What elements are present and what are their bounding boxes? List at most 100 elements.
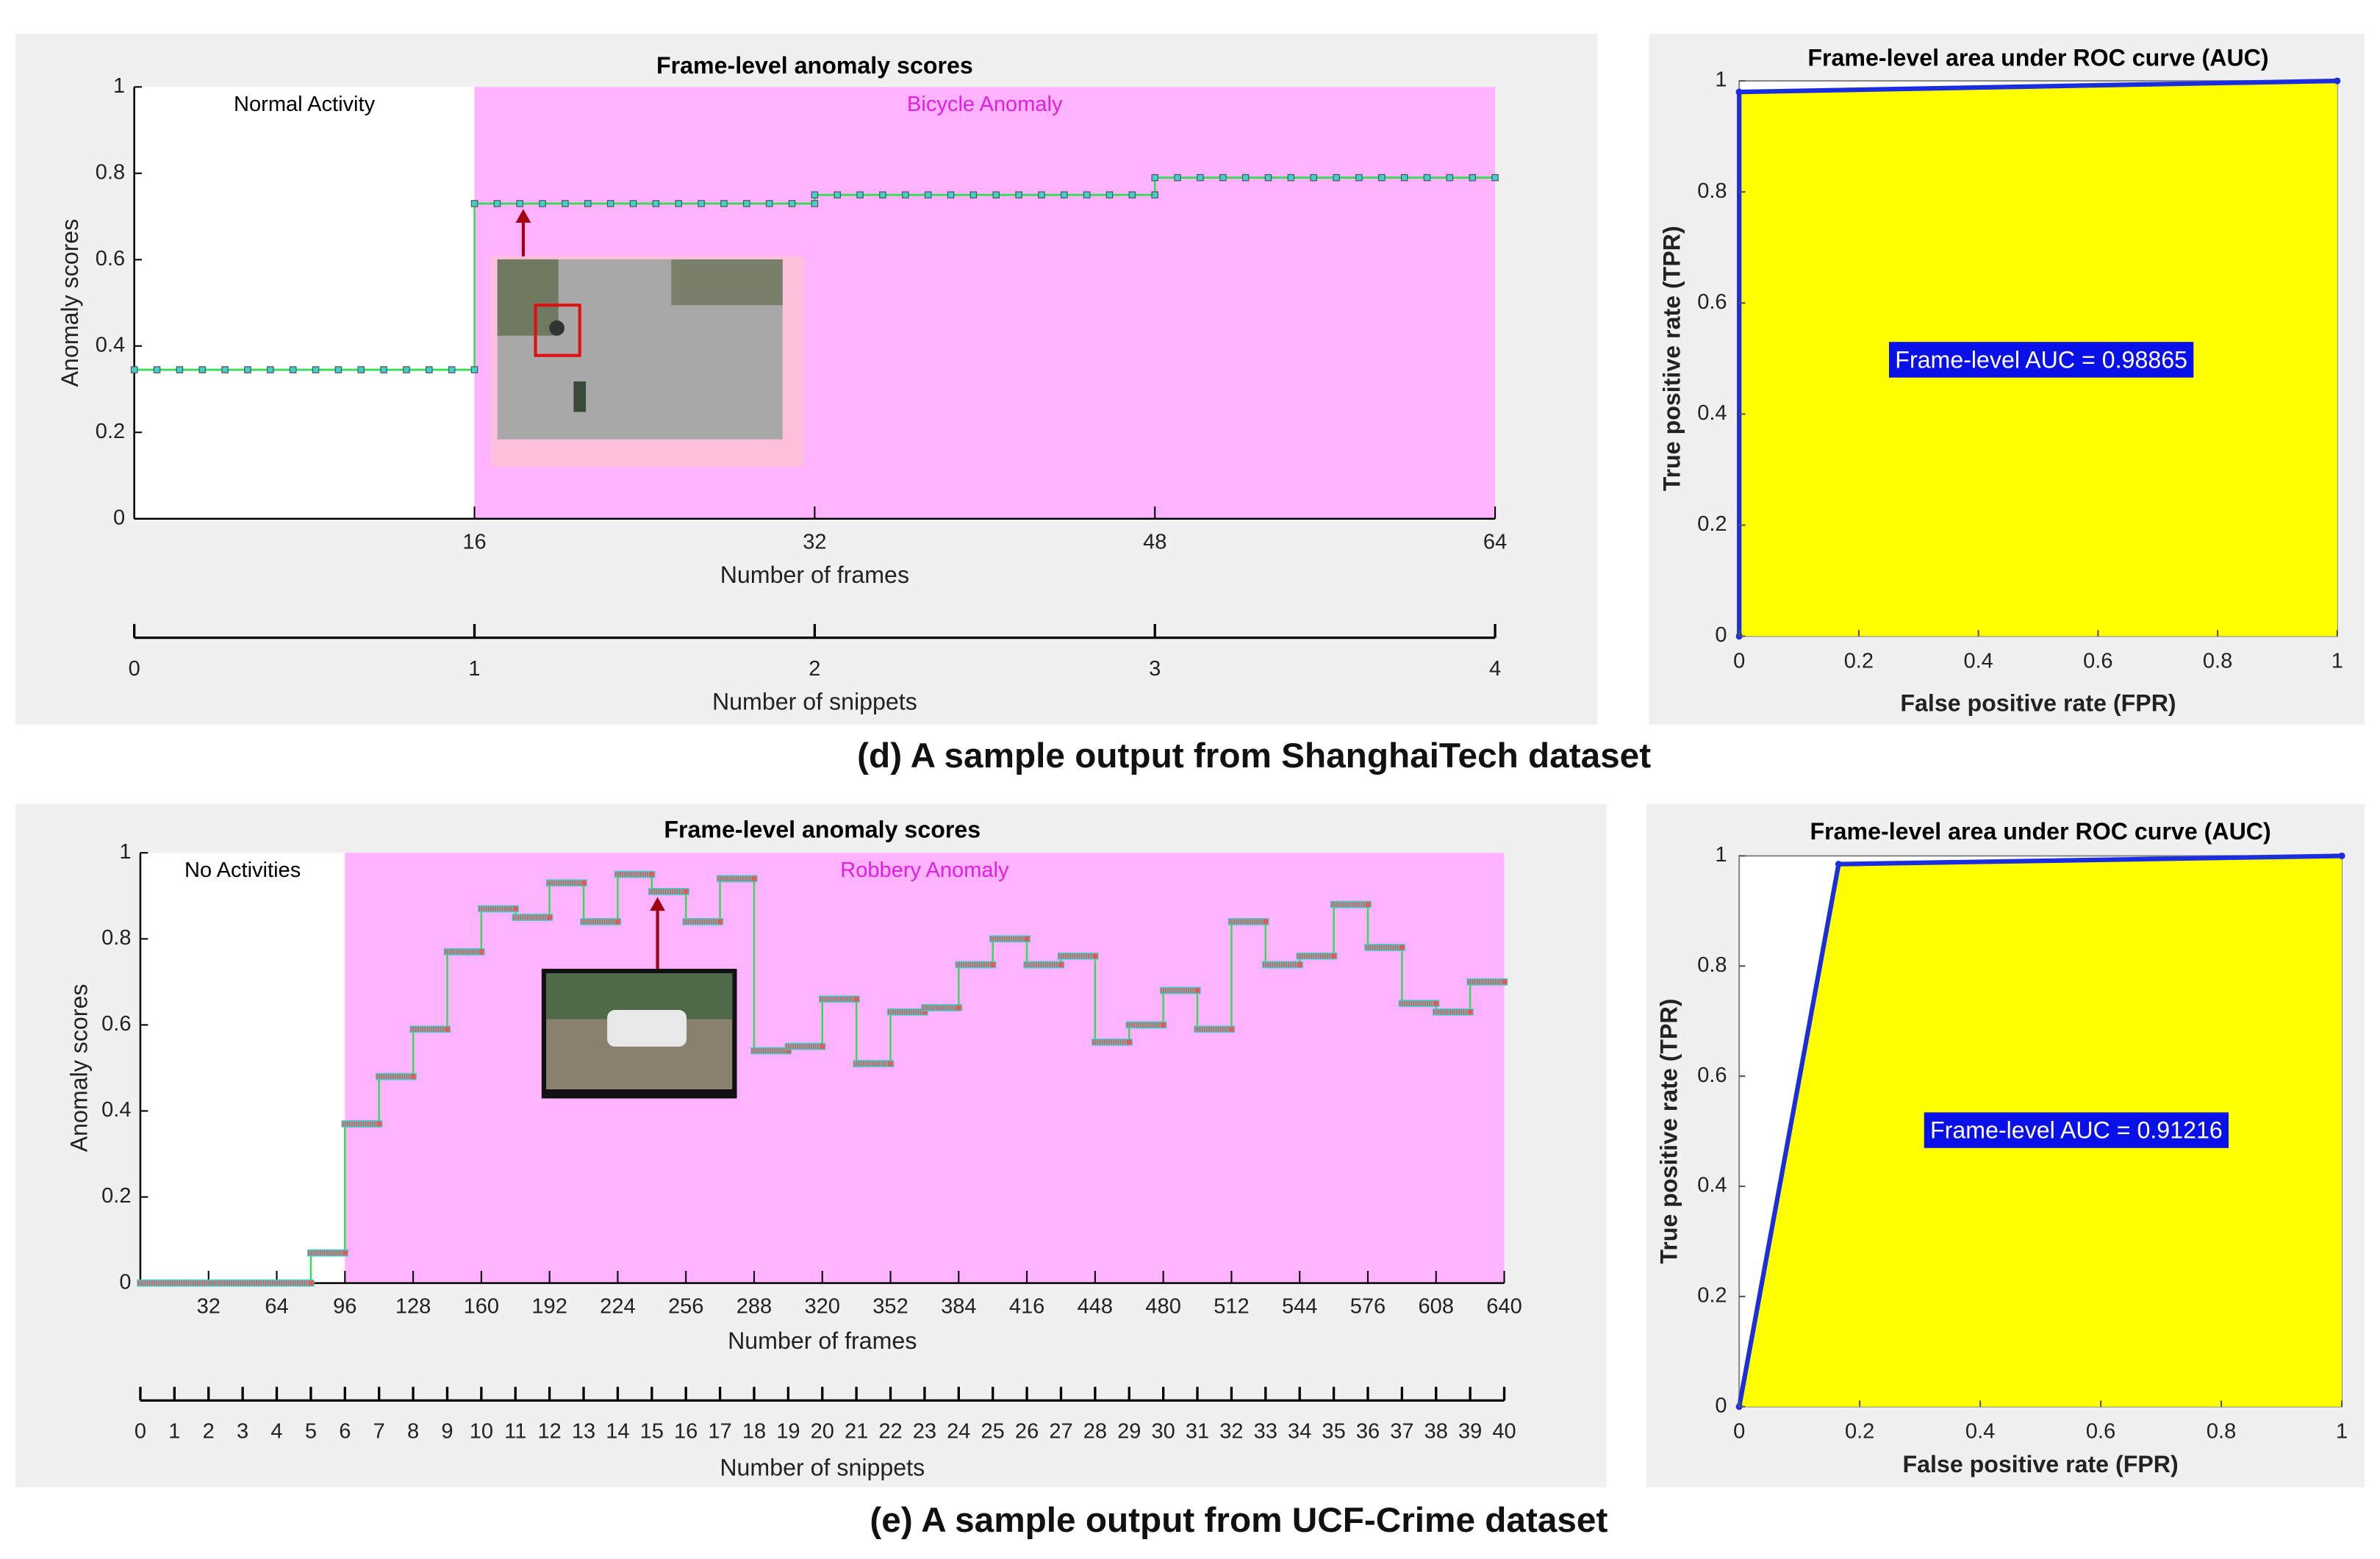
snippet-tick-label: 13: [572, 1420, 595, 1444]
score-marker: [1015, 191, 1022, 198]
score-marker: [448, 366, 456, 373]
score-marker: [1219, 173, 1227, 182]
score-marker: [221, 366, 229, 373]
x-tick-label: 0.6: [2086, 1420, 2115, 1444]
score-marker: [539, 200, 546, 207]
snippet-axis-label: Number of snippets: [712, 688, 917, 714]
score-marker: [1446, 173, 1454, 182]
snippet-tick-label: 0: [135, 1420, 146, 1444]
inset-grass: [497, 259, 559, 336]
x-tick-label: 288: [736, 1294, 772, 1318]
snippet-tick-label: 35: [1322, 1420, 1345, 1444]
score-marker: [1159, 1021, 1167, 1029]
region-label: Normal Activity: [234, 93, 376, 116]
score-marker: [1287, 173, 1295, 182]
score-marker: [375, 1120, 383, 1128]
y-tick-label: 0.4: [1697, 401, 1727, 425]
y-tick-label: 0.2: [96, 420, 125, 443]
y-tick-label: 0.4: [96, 333, 125, 356]
score-marker: [470, 366, 478, 373]
score-marker: [811, 191, 819, 198]
snippet-tick-label: 10: [470, 1420, 493, 1444]
region-label: Bicycle Anomaly: [907, 93, 1063, 116]
x-tick-label: 16: [462, 531, 486, 554]
x-tick-label: 320: [805, 1294, 840, 1318]
score-marker: [244, 366, 251, 373]
score-marker: [1398, 944, 1406, 951]
x-tick-label: 608: [1419, 1294, 1454, 1318]
region: [140, 853, 345, 1283]
x-tick-label: 416: [1009, 1294, 1044, 1318]
score-marker: [1296, 961, 1303, 969]
score-marker: [818, 1042, 826, 1050]
snippet-tick-label: 19: [776, 1420, 800, 1444]
score-marker: [682, 888, 689, 895]
score-marker: [989, 961, 997, 969]
y-tick-label: 0.6: [1697, 290, 1727, 314]
x-tick-label: 512: [1214, 1294, 1249, 1318]
score-marker: [1197, 173, 1204, 182]
score-marker: [130, 366, 138, 373]
score-marker: [1092, 952, 1099, 960]
y-tick-label: 0.8: [101, 926, 131, 950]
score-marker: [1264, 173, 1272, 182]
x-tick-label: 352: [872, 1294, 908, 1318]
score-marker: [1400, 173, 1408, 182]
snippet-axis-label: Number of snippets: [720, 1454, 925, 1480]
snippet-tick-label: 37: [1390, 1420, 1413, 1444]
snippet-tick-label: 36: [1356, 1420, 1380, 1444]
region: [134, 87, 475, 519]
score-marker: [955, 1004, 963, 1011]
figure-content: (d) A sample output from ShanghaiTech da…: [15, 33, 2365, 1540]
score-marker: [334, 366, 343, 373]
snippet-tick-label: 29: [1117, 1420, 1141, 1444]
score-marker: [1227, 1025, 1236, 1033]
score-marker: [1174, 173, 1181, 182]
score-marker: [1083, 191, 1091, 198]
score-marker: [1057, 961, 1065, 969]
y-tick-label: 1: [113, 74, 125, 98]
y-tick-label: 0: [1715, 1394, 1727, 1417]
x-tick-label: 224: [600, 1294, 635, 1318]
inset-grass: [671, 259, 783, 306]
score-marker: [834, 191, 842, 198]
score-marker: [1194, 986, 1201, 994]
score-marker: [614, 918, 622, 925]
score-marker: [1310, 173, 1318, 182]
annotation: Frame-level AUC = 0.98865: [1895, 346, 2187, 373]
inset-person: [549, 320, 564, 336]
x-tick-label: 0: [1733, 649, 1745, 673]
snippet-tick-label: 2: [809, 657, 820, 681]
snippet-tick-label: 11: [504, 1420, 526, 1444]
y-tick-label: 0.6: [96, 247, 125, 270]
score-marker: [788, 200, 796, 207]
score-marker: [1355, 173, 1363, 182]
inset-car: [607, 1010, 687, 1047]
x-tick-label: 0: [1733, 1420, 1745, 1444]
score-marker: [1333, 173, 1340, 182]
snippet-tick-label: 23: [913, 1420, 936, 1444]
caption: (d) A sample output from ShanghaiTech da…: [857, 737, 1651, 775]
snippet-tick-label: 22: [878, 1420, 902, 1444]
score-marker: [698, 200, 705, 207]
x-tick-label: 480: [1145, 1294, 1180, 1318]
x-tick-label: 96: [333, 1294, 356, 1318]
snippet-tick-label: 7: [373, 1420, 385, 1444]
score-marker: [750, 875, 758, 883]
x-tick-label: 160: [464, 1294, 499, 1318]
caption: (e) A sample output from UCF-Crime datas…: [870, 1501, 1607, 1540]
x-tick-label: 64: [1483, 531, 1507, 554]
snippet-tick-label: 32: [1219, 1420, 1243, 1444]
x-tick-label: 48: [1143, 531, 1166, 554]
chart-title: Frame-level anomaly scores: [664, 817, 981, 843]
y-tick-label: 0.4: [1697, 1174, 1727, 1197]
score-marker: [545, 914, 553, 921]
roc-point: [1835, 861, 1843, 868]
x-tick-label: 128: [395, 1294, 431, 1318]
score-marker: [652, 200, 660, 207]
x-tick-label: 448: [1078, 1294, 1113, 1318]
score-marker: [357, 366, 365, 373]
snippet-tick-label: 12: [537, 1420, 561, 1444]
score-marker: [176, 366, 184, 373]
